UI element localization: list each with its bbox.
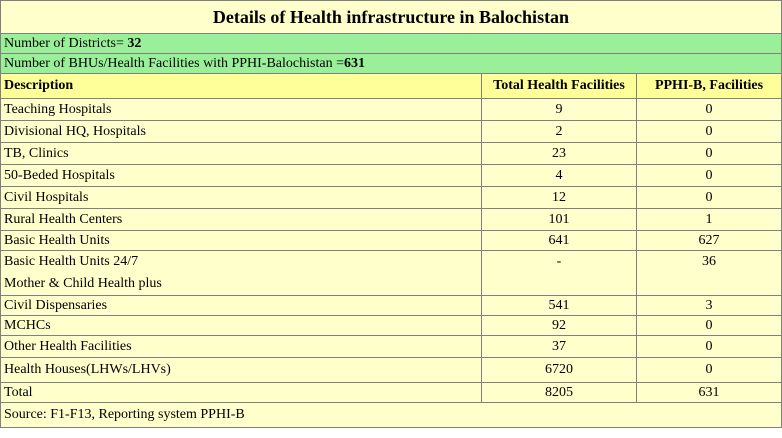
row-pphi: 627 [635,230,782,251]
table-row: Civil Hospitals 12 0 [0,186,782,209]
row-pphi: 0 [635,98,782,121]
districts-row: Number of Districts= 32 [0,33,782,54]
row-description: Basic Health Units 24/7 Mother & Child H… [0,250,482,296]
districts-label: Number of Districts= [4,35,128,51]
row-pphi: 0 [635,142,782,165]
row-pphi: 3 [635,295,782,316]
row-total: 6720 [481,357,637,383]
row-pphi: 0 [635,315,782,336]
source-note: Source: F1-F13, Reporting system PPHI-B [0,402,782,428]
header-pphi: PPHI-B, Facilities [635,73,782,99]
row-total: 541 [481,295,637,316]
row-description: TB, Clinics [0,142,482,165]
row-pphi: 0 [635,335,782,358]
row-total: 12 [481,186,637,209]
row-total: 641 [481,230,637,251]
facilities-label: Number of BHUs/Health Facilities with PP… [4,55,344,71]
total-row: Total 8205 631 [0,382,782,403]
header-description: Description [0,73,482,99]
table-row: Basic Health Units 24/7 Mother & Child H… [0,250,782,296]
row-total: 92 [481,315,637,336]
row-total: 2 [481,120,637,143]
row-description: Total [0,382,482,403]
row-total: 101 [481,208,637,231]
districts-count: Number of Districts= 32 [0,33,782,54]
table-row: 50-Beded Hospitals 4 0 [0,164,782,187]
row-description: Civil Dispensaries [0,295,482,316]
table-row: Health Houses(LHWs/LHVs) 6720 0 [0,357,782,383]
table-row: TB, Clinics 23 0 [0,142,782,165]
row-description: Basic Health Units [0,230,482,251]
facilities-count: Number of BHUs/Health Facilities with PP… [0,53,782,74]
table-title: Details of Health infrastructure in Balo… [0,0,782,34]
header-total: Total Health Facilities [481,73,637,99]
row-description: Divisional HQ, Hospitals [0,120,482,143]
facilities-row: Number of BHUs/Health Facilities with PP… [0,53,782,74]
row-description: Teaching Hospitals [0,98,482,121]
row-pphi: 0 [635,357,782,383]
row-pphi: 631 [635,382,782,403]
row-description: Rural Health Centers [0,208,482,231]
row-total: - [481,250,637,296]
row-total: 4 [481,164,637,187]
table-row: Divisional HQ, Hospitals 2 0 [0,120,782,143]
source-row: Source: F1-F13, Reporting system PPHI-B [0,402,782,428]
facilities-value: 631 [343,55,365,71]
row-pphi: 0 [635,120,782,143]
row-pphi-value: 36 [702,254,716,269]
row-description: 50-Beded Hospitals [0,164,482,187]
districts-value: 32 [127,35,142,51]
row-pphi: 0 [635,186,782,209]
row-total-value: - [556,254,562,269]
row-total: 9 [481,98,637,121]
row-description: Health Houses(LHWs/LHVs) [0,357,482,383]
row-total: 37 [481,335,637,358]
table-row: Other Health Facilities 37 0 [0,335,782,358]
row-pphi: 0 [635,164,782,187]
row-pphi: 36 [635,250,782,296]
table-row: Basic Health Units 641 627 [0,230,782,251]
table-row: Civil Dispensaries 541 3 [0,295,782,316]
row-description-line1: Basic Health Units 24/7 [4,254,139,269]
row-description: Other Health Facilities [0,335,482,358]
row-total: 8205 [481,382,637,403]
table-row: Rural Health Centers 101 1 [0,208,782,231]
row-total: 23 [481,142,637,165]
table-row: Teaching Hospitals 9 0 [0,98,782,121]
row-pphi: 1 [635,208,782,231]
health-infrastructure-table: Details of Health infrastructure in Balo… [0,0,782,428]
row-description: Civil Hospitals [0,186,482,209]
row-description: MCHCs [0,315,482,336]
table-row: MCHCs 92 0 [0,315,782,336]
row-description-line2: Mother & Child Health plus [4,276,162,291]
header-row: Description Total Health Facilities PPHI… [0,73,782,99]
title-row: Details of Health infrastructure in Balo… [0,0,782,34]
